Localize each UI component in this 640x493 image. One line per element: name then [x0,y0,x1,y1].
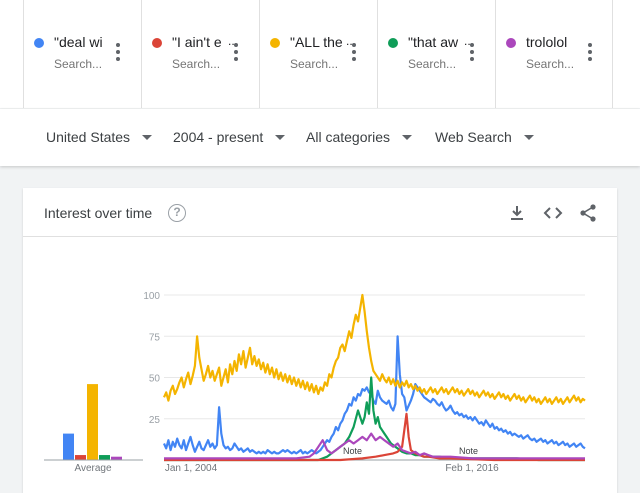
note-annotation: Note [343,446,362,456]
search-term-tab[interactable]: "ALL the... Search... [259,0,377,108]
chevron-down-icon [402,134,413,140]
term-ellipsis: ... [228,34,239,48]
average-label: Average [74,463,112,474]
term-name: "ALL the [290,34,343,50]
term-ellipsis: ... [464,34,475,48]
chevron-down-icon [142,134,153,140]
interest-over-time-card: Interest over time ? 25 50 75 100 Jan 1, 200… [23,188,617,493]
chevron-down-icon [275,134,286,140]
series-color-dot [34,38,44,48]
average-bar [63,433,74,460]
search-type-dropdown[interactable]: Web Search [435,129,534,145]
x-tick-label: Jan 1, 2004 [165,463,218,474]
embed-code-icon[interactable] [542,202,564,224]
note-annotation: Note [459,446,478,456]
more-vert-icon[interactable] [116,43,120,61]
series-line [164,432,585,460]
term-type: Search... [290,57,339,71]
search-term-tab[interactable]: "that aw... Search... [377,0,495,108]
card-title: Interest over time [44,205,153,221]
series-color-dot [388,38,398,48]
term-type: Search... [172,57,221,71]
search-term-tab[interactable]: "I ain't e... Search... [141,0,259,108]
more-vert-icon[interactable] [588,43,592,61]
category-label: All categories [306,129,391,145]
term-ellipsis: ... [346,34,357,48]
term-name: "deal wi [54,34,103,50]
average-bar [99,455,110,460]
search-terms-bar: "deal wi Search... "I ain't e... Search... "… [0,0,640,108]
series-color-dot [506,38,516,48]
term-type: Search... [526,57,575,71]
region-dropdown[interactable]: United States [46,129,153,145]
time-range-dropdown[interactable]: 2004 - present [173,129,286,145]
series-color-dot [270,38,280,48]
x-tick-label: Feb 1, 2016 [445,463,499,474]
average-bar [75,455,86,460]
search-term-tab[interactable]: trololol Search... [495,0,613,108]
series-color-dot [152,38,162,48]
filter-bar: United States 2004 - present All categor… [0,109,640,166]
term-name: "I ain't e [172,34,222,50]
term-name: trololol [526,34,568,50]
more-vert-icon[interactable] [234,43,238,61]
more-vert-icon[interactable] [470,43,474,61]
series-line [162,293,586,405]
category-dropdown[interactable]: All categories [306,129,413,145]
region-label: United States [46,129,131,145]
more-vert-icon[interactable] [352,43,356,61]
search-term-tab[interactable]: "deal wi Search... [23,0,141,108]
term-type: Search... [408,57,457,71]
interest-chart: 25 50 75 100 Jan 1, 2004 Feb 1, 2016 Note Note A… [44,291,586,474]
term-name: "that aw [408,34,459,50]
term-type: Search... [54,57,103,71]
series-line [162,335,586,455]
chevron-down-icon [523,134,534,140]
average-bar [111,456,122,460]
y-tick-label: 50 [149,374,161,385]
average-bar [87,384,98,460]
card-header-divider [23,236,617,237]
y-tick-label: 25 [149,415,161,426]
download-icon[interactable] [506,202,528,224]
time-range-label: 2004 - present [173,129,264,145]
y-tick-label: 75 [149,332,161,343]
help-circle-icon[interactable]: ? [168,204,186,222]
search-type-label: Web Search [435,129,512,145]
series-line [164,412,585,462]
y-tick-label: 100 [143,291,160,302]
share-icon[interactable] [577,202,599,224]
